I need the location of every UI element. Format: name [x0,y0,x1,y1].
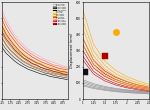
Point [103,55,106,57]
Point [114,31,117,33]
Legend: 0.1T 5%, 0.1T 7%, 0.1T 10%, 0.1T 15%, 0.1T 20%, 1T 5%, 1T 7%, 1T 10%, 1T 15%, 1T: 0.1T 5%, 0.1T 7%, 0.1T 10%, 0.1T 15%, 0.… [52,3,66,25]
Point [84,71,86,72]
Y-axis label: Displacement (mm): Displacement (mm) [70,33,74,68]
